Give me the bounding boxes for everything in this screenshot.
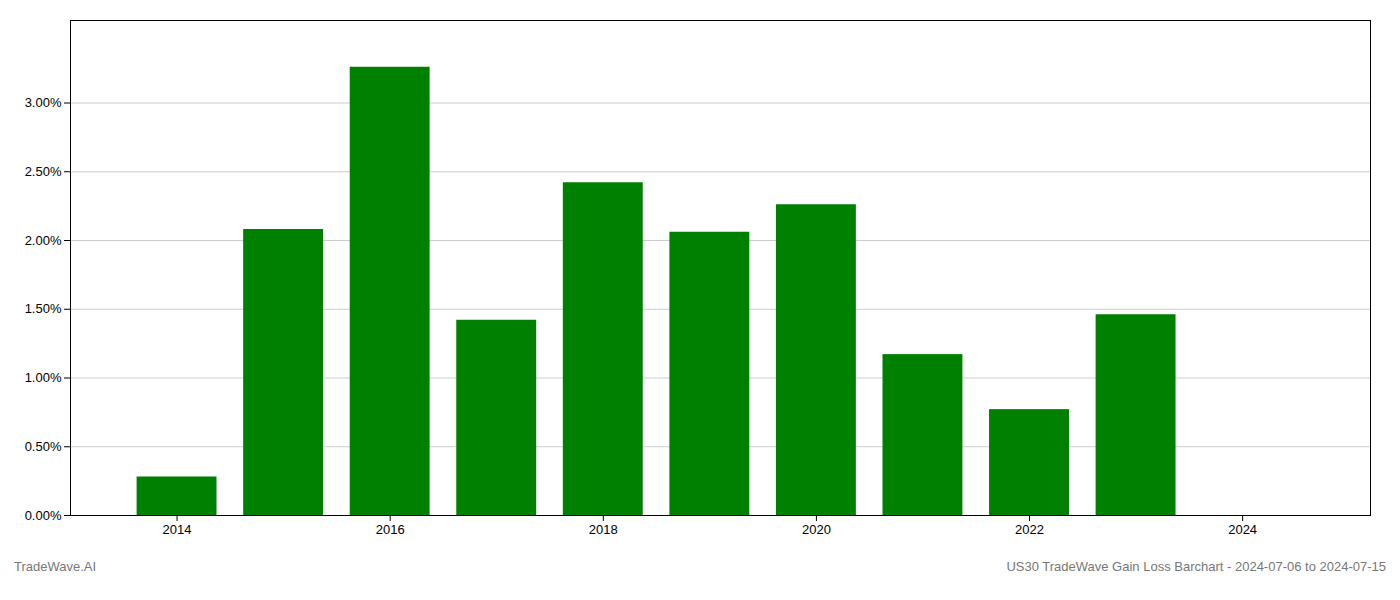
- svg-text:0.00%: 0.00%: [25, 508, 62, 523]
- svg-text:2014: 2014: [163, 522, 192, 537]
- svg-text:1.00%: 1.00%: [25, 370, 62, 385]
- svg-text:2.00%: 2.00%: [25, 233, 62, 248]
- html-text:TradeWave.AI: TradeWave.AI: [14, 559, 97, 574]
- svg-text:3.00%: 3.00%: [25, 95, 62, 110]
- svg-text:2022: 2022: [1015, 522, 1044, 537]
- svg-text:0.50%: 0.50%: [25, 439, 62, 454]
- html-text:US30 TradeWave Gain Loss Barch: US30 TradeWave Gain Loss Barchart - 2024…: [1006, 559, 1386, 574]
- svg-text:2020: 2020: [802, 522, 831, 537]
- svg-text:2018: 2018: [589, 522, 618, 537]
- svg-text:2016: 2016: [376, 522, 405, 537]
- svg-text:2.50%: 2.50%: [25, 164, 62, 179]
- svg-text:2024: 2024: [1228, 522, 1257, 537]
- svg-text:1.50%: 1.50%: [25, 301, 62, 316]
